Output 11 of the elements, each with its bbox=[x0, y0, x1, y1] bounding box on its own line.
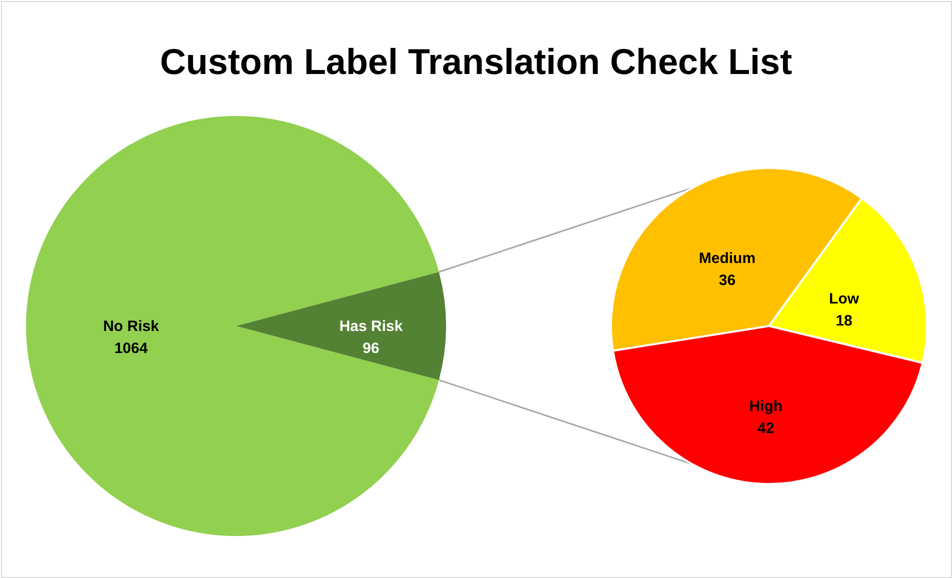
slice-label: Has Risk bbox=[339, 318, 404, 335]
slice-label: Low bbox=[829, 290, 860, 308]
slice-label: High bbox=[749, 398, 783, 415]
chart-title: Custom Label Translation Check List bbox=[160, 41, 792, 82]
data-label: 18 bbox=[836, 312, 852, 330]
data-label: 42 bbox=[758, 420, 774, 437]
data-label: 96 bbox=[362, 340, 380, 357]
slice-label: No Risk bbox=[103, 318, 160, 335]
data-label: 36 bbox=[718, 272, 736, 289]
data-label: 1064 bbox=[114, 340, 148, 357]
slice-label: Medium bbox=[698, 250, 756, 267]
